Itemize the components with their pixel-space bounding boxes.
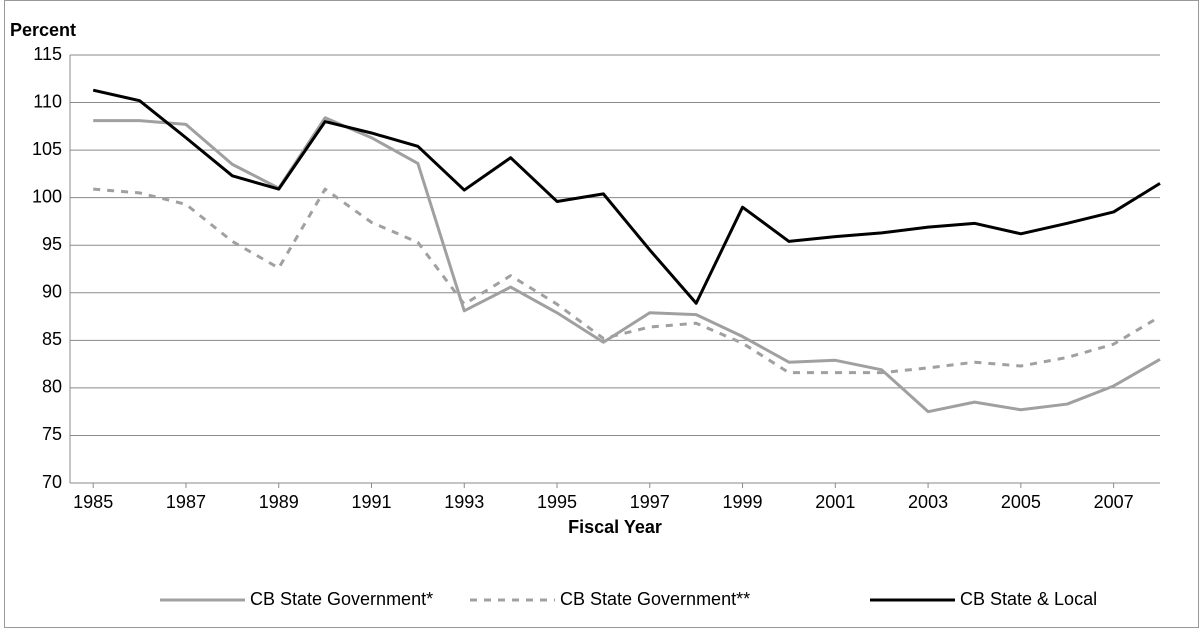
chart-frame [4, 0, 1199, 628]
legend-label: CB State Government** [560, 589, 750, 609]
x-tick-label: 1991 [351, 492, 391, 512]
y-tick-label: 90 [42, 282, 62, 302]
x-tick-label: 1999 [723, 492, 763, 512]
legend-label: CB State Government* [250, 589, 433, 609]
x-tick-label: 1987 [166, 492, 206, 512]
series-line [92, 88, 1161, 305]
x-tick-label: 2001 [815, 492, 855, 512]
legend-label: CB State & Local [960, 589, 1097, 609]
y-tick-label: 70 [42, 472, 62, 492]
y-tick-label: 115 [33, 44, 62, 64]
y-tick-label: 105 [32, 139, 62, 159]
y-tick-label: 100 [32, 186, 62, 206]
series-line [93, 187, 1161, 375]
x-tick-label: 2005 [1001, 492, 1041, 512]
series-line [93, 116, 1161, 414]
y-axis-label: Percent [10, 20, 76, 40]
x-tick-label: 1997 [630, 492, 670, 512]
y-tick-label: 110 [33, 91, 62, 111]
x-tick-label: 1995 [537, 492, 577, 512]
x-tick-label: 1993 [444, 492, 484, 512]
x-tick-label: 1985 [73, 492, 113, 512]
x-tick-label: 2003 [908, 492, 948, 512]
y-tick-label: 85 [42, 329, 62, 349]
x-axis-label: Fiscal Year [568, 517, 662, 537]
y-tick-label: 80 [42, 377, 62, 397]
y-tick-label: 95 [42, 234, 62, 254]
y-tick-label: 75 [42, 424, 62, 444]
x-tick-label: 2007 [1094, 492, 1134, 512]
x-tick-label: 1989 [259, 492, 299, 512]
